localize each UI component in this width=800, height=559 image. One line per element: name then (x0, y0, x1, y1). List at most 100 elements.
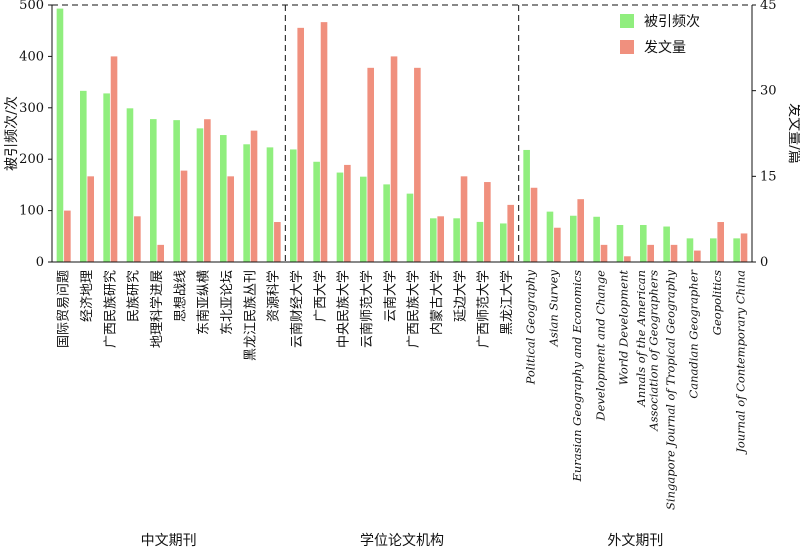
category-label: 内蒙古大学 (429, 270, 445, 335)
group-label: 外文期刊 (607, 533, 663, 549)
bar-papers (554, 227, 561, 262)
bar-papers (367, 67, 374, 262)
bar-papers (530, 187, 538, 262)
bar-citations (336, 172, 344, 262)
category-label: Political Geography (523, 270, 537, 386)
category-label: Geopolitics (710, 270, 724, 335)
bar-papers (694, 250, 701, 262)
left-tick-label: 0 (36, 255, 44, 270)
bar-citations (313, 161, 320, 262)
category-label: 延边大学 (452, 270, 468, 322)
category-label: Development and Change (593, 270, 607, 422)
bar-papers (157, 244, 164, 262)
bar-citations (243, 144, 250, 262)
category-label: 云南财经大学 (289, 270, 305, 348)
category-label: 民族研究 (126, 270, 142, 322)
right-tick-label: 15 (760, 169, 777, 184)
category-label: 东南亚纵横 (196, 270, 212, 335)
category-label: Asian Survey (547, 270, 561, 348)
bar-papers (297, 27, 304, 262)
left-tick-label: 300 (19, 101, 44, 116)
category-label: Journal of Contemporary China (733, 270, 747, 455)
category-label: 经济地理 (80, 270, 95, 322)
bar-citations (56, 8, 64, 263)
category-label: 广西师范大学 (476, 270, 492, 348)
bar-citations (710, 238, 717, 262)
category-label: 黑龙江民族丛刊 (242, 270, 258, 361)
bar-citations (640, 224, 647, 262)
category-label: 云南大学 (382, 270, 398, 322)
bar-papers (484, 182, 491, 262)
bar-papers (414, 67, 421, 262)
category-label: 黑龙江大学 (499, 270, 515, 335)
group-label: 中文期刊 (141, 533, 197, 549)
bar-papers (344, 164, 351, 262)
bar-citations (523, 149, 530, 262)
category-label: World Development (617, 270, 631, 386)
legend-swatch (620, 40, 634, 54)
bar-papers (110, 56, 118, 263)
category-label: 广西民族大学 (406, 270, 422, 348)
legend-label: 发文量 (644, 40, 686, 56)
bar-papers (180, 170, 188, 262)
labels-layer: 国际贸易问题 经济地理 广西民族研究 民族研究 地理科学进展 思想战线 东南亚纵横 东北亚论坛… (57, 268, 748, 549)
bar-citations (570, 215, 577, 262)
bar-papers (624, 256, 631, 262)
bar-papers (670, 244, 678, 262)
bar-citations (406, 193, 414, 262)
group-label: 学位论文机构 (360, 533, 444, 549)
legend-label: 被引频次 (644, 14, 700, 30)
category-label: 中央民族大学 (336, 270, 352, 348)
category-label: 资源科学 (266, 270, 282, 322)
category-label: 思想战线 (172, 270, 188, 322)
category-label: 广西大学 (312, 270, 328, 322)
bar-citations (360, 176, 367, 262)
right-tick-label: 0 (760, 255, 768, 270)
bar-citations (103, 93, 110, 263)
bar-citations (733, 238, 740, 262)
bars-layer (56, 8, 748, 263)
category-label: 东北亚论坛 (220, 270, 235, 335)
bar-citations (126, 108, 134, 263)
left-tick-label: 400 (19, 49, 44, 64)
bar-citations (663, 226, 670, 262)
bar-papers (460, 176, 468, 262)
category-label: Canadian Geographer (687, 268, 701, 398)
category-label: 广西民族研究 (102, 270, 118, 348)
bar-papers (64, 210, 71, 262)
bar-citations (383, 184, 390, 262)
bar-citations (546, 211, 554, 262)
bar-citations (430, 218, 437, 262)
frame-layer (51, 4, 753, 263)
axes-layer: 0 100 200 300 400 500 0 15 30 45 被引频次/次 发文量/篇 (4, 0, 800, 270)
bar-citations (290, 149, 297, 262)
bar-papers (507, 204, 514, 262)
bar-papers (87, 176, 94, 262)
bar-citations (453, 218, 460, 262)
bar-papers (390, 56, 398, 263)
bar-papers (227, 176, 234, 262)
bar-citations (593, 216, 600, 262)
left-tick-label: 200 (19, 152, 44, 167)
y-axis-title: 被引频次/次 (4, 96, 20, 171)
bar-papers (717, 222, 724, 262)
bar-citations (173, 120, 180, 262)
bar-papers (204, 119, 211, 262)
bar-papers (647, 244, 654, 262)
bar-citations (220, 135, 227, 262)
category-label: 地理科学进展 (149, 270, 165, 348)
bar-citations (196, 128, 204, 262)
bar-papers (134, 216, 141, 262)
bar-papers (577, 199, 584, 262)
legend-swatch (620, 14, 634, 28)
bar-papers (274, 222, 281, 262)
bar-papers (600, 244, 608, 262)
right-tick-label: 45 (760, 0, 777, 13)
bar-citations (686, 238, 694, 262)
bar-papers (437, 216, 444, 262)
bar-citations (476, 221, 484, 262)
category-label: Association of Geographers (646, 270, 660, 432)
